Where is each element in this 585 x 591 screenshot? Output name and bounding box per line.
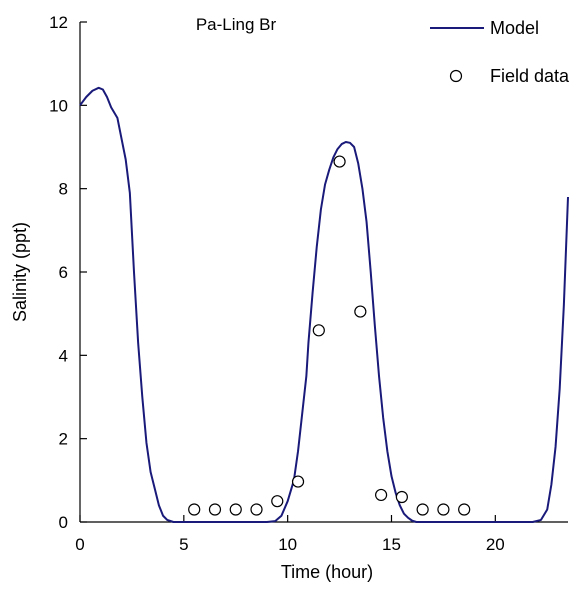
x-tick-label: 5 xyxy=(179,535,188,554)
axes: 0 5 10 15 20 0 2 4 6 8 10 12 xyxy=(49,13,568,554)
y-tick-label: 10 xyxy=(49,96,68,115)
y-tick-label: 4 xyxy=(59,346,68,365)
y-axis-label: Salinity (ppt) xyxy=(10,222,30,322)
field-data-point xyxy=(250,503,263,516)
field-data-point xyxy=(312,324,325,337)
model-line xyxy=(79,86,569,523)
plot-area xyxy=(79,86,569,523)
field-data-point xyxy=(291,475,305,488)
x-axis-label: Time (hour) xyxy=(281,562,373,582)
field-data-point xyxy=(188,503,201,516)
field-data-point xyxy=(416,503,429,516)
x-tick-label: 0 xyxy=(75,535,84,554)
chart-title: Pa-Ling Br xyxy=(196,15,277,34)
field-data-point xyxy=(437,503,450,516)
y-tick-label: 8 xyxy=(59,180,68,199)
field-data-point xyxy=(271,495,284,508)
y-tick-label: 6 xyxy=(59,263,68,282)
field-data-point xyxy=(229,503,242,516)
y-tick-label: 12 xyxy=(49,13,68,32)
field-data-point xyxy=(333,155,346,168)
field-data-point xyxy=(208,503,222,516)
legend-field-label: Field data xyxy=(490,66,570,86)
field-data-point xyxy=(354,305,367,318)
x-tick-label: 20 xyxy=(486,535,505,554)
legend-model-label: Model xyxy=(490,18,539,38)
x-tick-label: 15 xyxy=(382,535,401,554)
legend: Model Field data xyxy=(430,18,570,86)
y-tick-label: 0 xyxy=(59,513,68,532)
field-data-point xyxy=(395,490,408,504)
y-tick-label: 2 xyxy=(59,430,68,449)
field-data-point xyxy=(458,503,471,516)
x-tick-label: 10 xyxy=(278,535,297,554)
legend-field-swatch xyxy=(449,69,463,83)
field-data-point xyxy=(375,488,388,502)
